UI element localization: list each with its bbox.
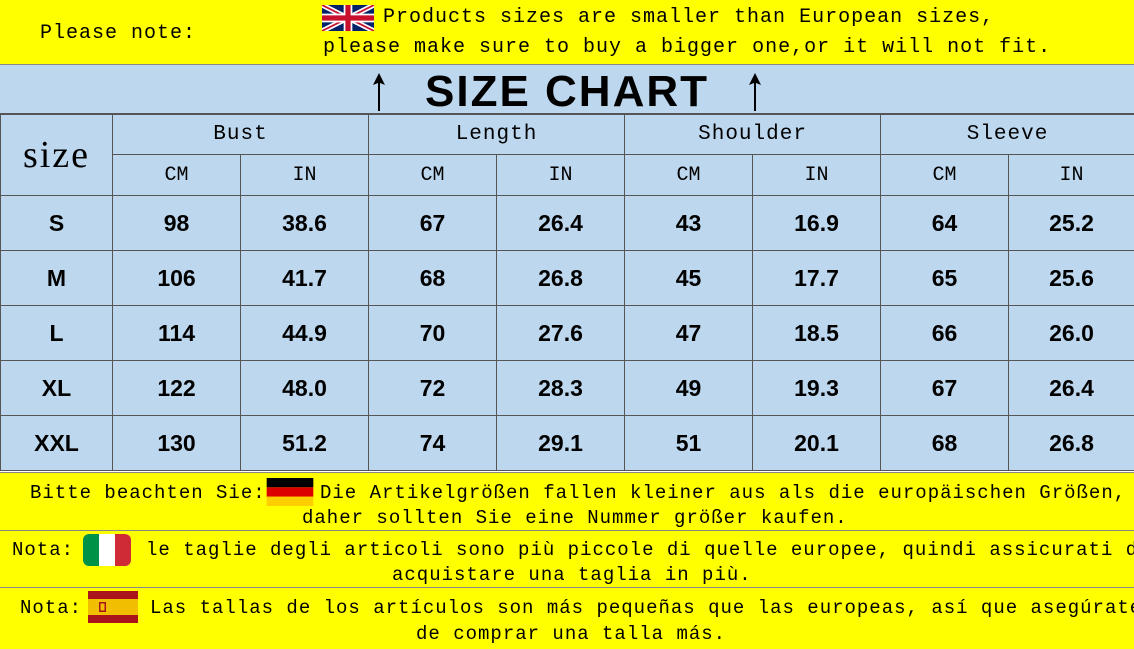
spanish-note-label: Nota: <box>20 597 83 619</box>
page-title: SIZE CHART <box>425 67 709 116</box>
measurement-cell: 43 <box>624 195 754 251</box>
measurement-cell: 106 <box>112 250 241 306</box>
measurement-cell: 98 <box>112 195 241 251</box>
uk-flag-icon <box>322 5 374 31</box>
measurement-cell: 38.6 <box>239 195 370 251</box>
spain-flag-icon <box>88 591 138 623</box>
measurement-cell: 74 <box>368 415 498 471</box>
measurement-cell: 44.9 <box>239 305 370 361</box>
measurement-cell: 70 <box>368 305 498 361</box>
table-row: L 114 44.9 70 27.6 47 18.5 66 26.0 <box>0 305 1134 361</box>
spanish-note-line-1: Las tallas de los artículos son más pequ… <box>150 597 1134 619</box>
unit-header: CM <box>368 154 498 196</box>
measurement-cell: 16.9 <box>752 195 882 251</box>
measurement-cell: 122 <box>112 360 241 416</box>
italian-note-line-1: le taglie degli articoli sono più piccol… <box>146 539 1134 561</box>
top-note-label: Please note: <box>40 22 197 45</box>
measurement-cell: 64 <box>880 195 1010 251</box>
measurement-cell: 18.5 <box>752 305 882 361</box>
spanish-note-line-2: de comprar una talla más. <box>416 623 727 645</box>
german-note-line-2: daher sollten Sie eine Nummer größer kau… <box>302 507 848 529</box>
measurement-cell: 45 <box>624 250 754 306</box>
italy-flag-icon <box>83 534 131 566</box>
italian-note-line-2: acquistare una taglia in più. <box>392 564 752 586</box>
table-row: XXL 130 51.2 74 29.1 51 20.1 68 26.8 <box>0 415 1134 471</box>
size-cell: XXL <box>0 415 113 471</box>
measurement-cell: 51 <box>624 415 754 471</box>
unit-header: CM <box>880 154 1010 196</box>
german-note-label: Bitte beachten Sie: <box>30 482 266 504</box>
measurement-cell: 26.8 <box>1008 415 1134 471</box>
measurement-cell: 68 <box>880 415 1010 471</box>
top-note-line-2: please make sure to buy a bigger one,or … <box>323 36 1052 59</box>
table-row: S 98 38.6 67 26.4 43 16.9 64 25.2 <box>0 195 1134 251</box>
measurement-cell: 25.6 <box>1008 250 1134 306</box>
measurement-cell: 66 <box>880 305 1010 361</box>
unit-header: IN <box>239 154 370 196</box>
unit-header: CM <box>624 154 754 196</box>
measurement-cell: 19.3 <box>752 360 882 416</box>
unit-header: IN <box>752 154 882 196</box>
measurement-cell: 41.7 <box>239 250 370 306</box>
measurement-cell: 28.3 <box>496 360 626 416</box>
measurement-cell: 114 <box>112 305 241 361</box>
measurement-cell: 26.4 <box>1008 360 1134 416</box>
italian-note-label: Nota: <box>12 539 75 561</box>
spanish-note-banner: Nota: Las tallas de los artículos son má… <box>0 587 1134 649</box>
unit-header: IN <box>1008 154 1134 196</box>
measurement-cell: 67 <box>368 195 498 251</box>
measurement-cell: 26.8 <box>496 250 626 306</box>
unit-header: IN <box>496 154 626 196</box>
size-column-header: size <box>0 114 113 196</box>
german-note-banner: Bitte beachten Sie: Die Artikelgrößen fa… <box>0 472 1134 530</box>
size-cell: XL <box>0 360 113 416</box>
size-table: size Bust Length Shoulder Sleeve CM IN C… <box>0 114 1134 471</box>
italian-note-banner: Nota: le taglie degli articoli sono più … <box>0 530 1134 587</box>
measurement-cell: 27.6 <box>496 305 626 361</box>
measurement-cell: 20.1 <box>752 415 882 471</box>
group-header-length: Length <box>368 114 626 155</box>
germany-flag-icon <box>266 478 314 506</box>
german-note-line-1: Die Artikelgrößen fallen kleiner aus als… <box>320 482 1127 504</box>
arrow-up-icon <box>373 73 385 111</box>
group-header-shoulder: Shoulder <box>624 114 882 155</box>
measurement-cell: 29.1 <box>496 415 626 471</box>
measurement-cell: 25.2 <box>1008 195 1134 251</box>
measurement-cell: 47 <box>624 305 754 361</box>
measurement-cell: 51.2 <box>239 415 370 471</box>
measurement-cell: 17.7 <box>752 250 882 306</box>
arrow-up-icon <box>749 73 761 111</box>
measurement-cell: 68 <box>368 250 498 306</box>
measurement-cell: 49 <box>624 360 754 416</box>
top-note-banner: Please note: Products sizes are smaller … <box>0 0 1134 65</box>
measurement-cell: 72 <box>368 360 498 416</box>
measurement-cell: 48.0 <box>239 360 370 416</box>
measurement-cell: 67 <box>880 360 1010 416</box>
size-cell: S <box>0 195 113 251</box>
group-header-sleeve: Sleeve <box>880 114 1134 155</box>
title-band: SIZE CHART <box>0 65 1134 116</box>
table-row: M 106 41.7 68 26.8 45 17.7 65 25.6 <box>0 250 1134 306</box>
measurement-cell: 26.0 <box>1008 305 1134 361</box>
size-cell: L <box>0 305 113 361</box>
measurement-cell: 130 <box>112 415 241 471</box>
measurement-cell: 65 <box>880 250 1010 306</box>
size-cell: M <box>0 250 113 306</box>
unit-header: CM <box>112 154 241 196</box>
group-header-bust: Bust <box>111 114 370 155</box>
measurement-cell: 26.4 <box>496 195 626 251</box>
top-note-line-1: Products sizes are smaller than European… <box>383 6 995 29</box>
table-row: XL 122 48.0 72 28.3 49 19.3 67 26.4 <box>0 360 1134 416</box>
